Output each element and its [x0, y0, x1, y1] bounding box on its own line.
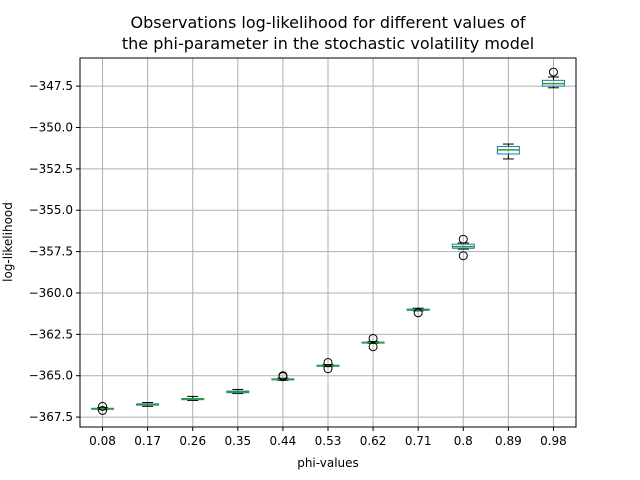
x-tick-label: 0.53: [315, 434, 342, 448]
box-plot-0.26: [181, 395, 205, 402]
x-tick-label: 0.26: [179, 434, 206, 448]
y-tick-label: −360.0: [29, 286, 73, 300]
flier-point: [413, 308, 423, 318]
box-plot-0.8: [451, 234, 475, 261]
x-tick-label: 0.17: [134, 434, 161, 448]
x-tick-label: 0.98: [540, 434, 567, 448]
x-axis-ticks: 0.08 0.17 0.26 0.35 0.44 0.53 0.62 0.71 0.8 0.89 0…: [89, 427, 567, 448]
y-tick-label: −365.0: [29, 369, 73, 383]
y-tick-label: −367.5: [29, 410, 73, 424]
box-plot-0.53: [316, 357, 340, 374]
flier-point: [458, 234, 468, 244]
box-plot-0.62: [361, 333, 385, 352]
grid-lines: [80, 58, 576, 427]
flier-point: [98, 401, 108, 411]
box-plot-series: [91, 67, 565, 415]
box-plot-0.71: [406, 307, 430, 318]
y-tick-label: −362.5: [29, 327, 73, 341]
x-axis-label: phi-values: [297, 456, 359, 470]
x-tick-label: 0.44: [270, 434, 297, 448]
y-tick-label: −350.0: [29, 120, 73, 134]
flier-point: [98, 405, 108, 415]
box-plot-0.98: [541, 67, 565, 89]
box-plot-0.35: [226, 388, 250, 395]
y-axis-label: log-likelihood: [1, 202, 15, 282]
flier-point: [548, 67, 558, 77]
chart-title-line-1: Observations log-likelihood for differen…: [131, 13, 526, 32]
x-tick-label: 0.89: [495, 434, 522, 448]
flier-point: [323, 364, 333, 374]
x-tick-label: 0.71: [405, 434, 432, 448]
flier-point: [458, 251, 468, 261]
flier-point: [278, 372, 288, 382]
box-plot-0.89: [496, 143, 520, 160]
x-tick-label: 0.62: [360, 434, 387, 448]
y-tick-label: −352.5: [29, 162, 73, 176]
flier-point: [323, 357, 333, 367]
x-tick-label: 0.8: [454, 434, 473, 448]
y-axis-ticks: −367.5 −365.0 −362.5 −360.0 −357.5 −355.0 −352…: [29, 79, 80, 424]
chart-title-line-2: the phi-parameter in the stochastic vola…: [122, 34, 534, 53]
y-tick-label: −347.5: [29, 79, 73, 93]
y-tick-label: −357.5: [29, 245, 73, 259]
box-plot-0.44: [271, 371, 295, 382]
box-plot-0.17: [136, 402, 160, 407]
x-tick-label: 0.35: [224, 434, 251, 448]
x-tick-label: 0.08: [89, 434, 116, 448]
y-tick-label: −355.0: [29, 203, 73, 217]
box-plot-0.08: [91, 401, 115, 415]
flier-point: [368, 342, 378, 352]
